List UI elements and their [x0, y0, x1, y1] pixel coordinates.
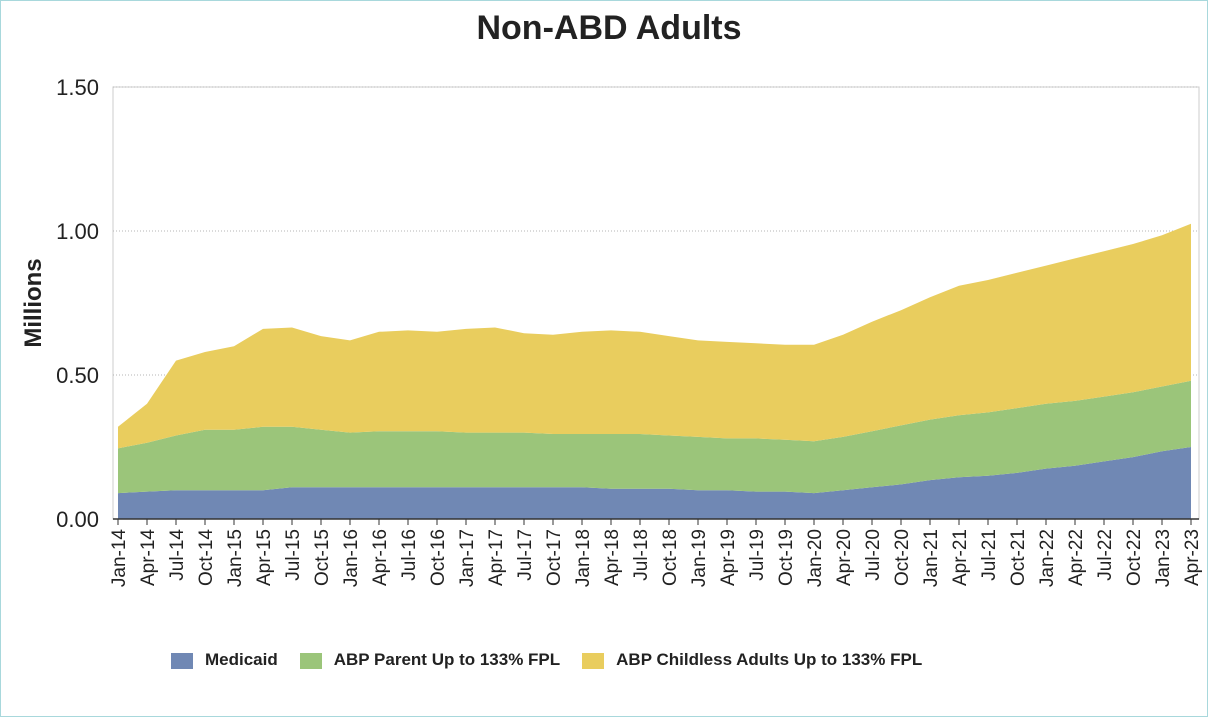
x-tick-label: Oct-19: [776, 529, 797, 586]
x-tick-label: Jul-15: [283, 529, 304, 581]
x-tick-label: Jan-16: [341, 529, 362, 587]
legend-item: ABP Parent Up to 133% FPL: [299, 649, 561, 671]
x-tick-label: Jan-20: [805, 529, 826, 587]
x-tick-label: Jan-15: [225, 529, 246, 587]
area: [118, 223, 1191, 449]
x-tick-label: Jan-22: [1037, 529, 1058, 587]
area: [118, 380, 1191, 494]
legend-label: ABP Parent Up to 133% FPL: [333, 650, 561, 669]
x-tick-label: Jul-19: [747, 529, 768, 581]
legend-swatch: [299, 653, 322, 669]
x-tick-label: Jan-14: [109, 529, 130, 588]
legend-item: ABP Childless Adults Up to 133% FPL: [582, 649, 966, 671]
y-axis-label: Millions: [20, 258, 47, 347]
legend-item: Medicaid: [171, 649, 278, 671]
x-tick-label: Oct-17: [544, 529, 565, 586]
x-tick-label: Jul-14: [167, 529, 188, 581]
x-tick-label: Oct-20: [892, 529, 913, 586]
x-tick-label: Jul-17: [515, 529, 536, 581]
area: [118, 447, 1191, 519]
legend-swatch: [171, 653, 193, 669]
x-tick-label: Apr-15: [254, 529, 275, 586]
x-tick-label: Apr-23: [1182, 529, 1203, 586]
x-tick-label: Apr-14: [138, 529, 159, 586]
x-tick-label: Oct-22: [1124, 529, 1145, 586]
y-tick-label: 0.00: [56, 507, 99, 532]
x-tick-label: Apr-18: [602, 529, 623, 586]
x-tick-label: Apr-20: [834, 529, 855, 586]
legend-swatch: [582, 653, 605, 669]
x-tick-label: Apr-21: [950, 529, 971, 586]
y-tick-label: 1.50: [56, 75, 99, 100]
x-tick-label: Apr-19: [718, 529, 739, 586]
x-tick-label: Jan-18: [573, 529, 594, 587]
x-tick-label: Jan-21: [921, 529, 942, 587]
x-tick-label: Apr-22: [1066, 529, 1087, 586]
chart: Non-ABD Adults Millions 0.00 0.50 1.00 1.50…: [20, 9, 1203, 588]
x-tick-label: Jul-18: [631, 529, 652, 581]
x-tick-label: Oct-18: [660, 529, 681, 586]
x-tick-label: Apr-16: [370, 529, 391, 586]
x-tick-label: Jan-23: [1153, 529, 1174, 587]
legend-label: ABP Childless Adults Up to 133% FPL: [616, 650, 923, 669]
x-tick-label: Jul-21: [979, 529, 1000, 581]
legend-label: Medicaid: [205, 650, 278, 669]
y-tick-label: 0.50: [56, 363, 99, 388]
x-tick-label: Oct-15: [312, 529, 333, 586]
chart-title: Non-ABD Adults: [476, 9, 741, 47]
x-tick-label: Jan-17: [457, 529, 478, 587]
x-tick-label: Jul-22: [1095, 529, 1116, 581]
x-tick-label: Jul-20: [863, 529, 884, 581]
x-tick-label: Oct-14: [196, 529, 217, 586]
x-tick-label: Apr-17: [486, 529, 507, 586]
x-tick-label: Jan-19: [689, 529, 710, 587]
x-tick-label: Oct-16: [428, 529, 449, 586]
y-tick-label: 1.00: [56, 219, 99, 244]
x-tick-label: Jul-16: [399, 529, 420, 581]
legend: Medicaid ABP Parent Up to 133% FPL ABP Chi…: [171, 649, 988, 671]
x-tick-label: Oct-21: [1008, 529, 1029, 586]
